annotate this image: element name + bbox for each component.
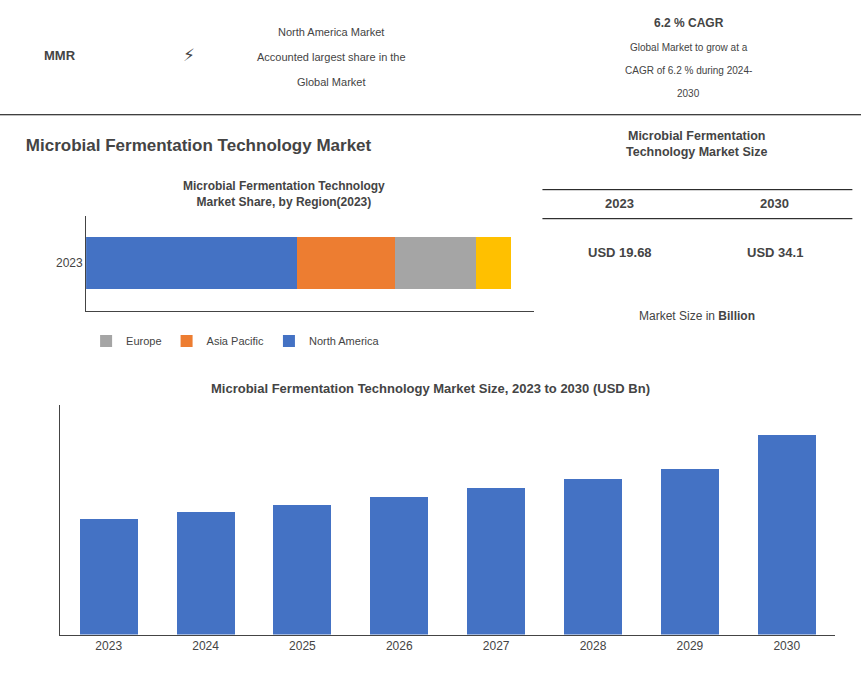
svg-text:2030: 2030 [677, 88, 700, 99]
svg-text:Microbial Fermentation Technol: Microbial Fermentation Technology Market [26, 136, 372, 155]
svg-text:Global Market: Global Market [297, 76, 365, 88]
svg-text:2026: 2026 [386, 639, 413, 653]
svg-text:2023: 2023 [605, 196, 634, 211]
svg-text:2030: 2030 [760, 196, 789, 211]
svg-text:2030: 2030 [773, 639, 800, 653]
svg-text:Global Market to grow at a: Global Market to grow at a [630, 42, 748, 53]
svg-text:⚡: ⚡ [183, 46, 195, 65]
svg-text:2024: 2024 [192, 639, 219, 653]
svg-text:Accounted largest share in the: Accounted largest share in the [257, 51, 406, 63]
svg-text:USD 19.68: USD 19.68 [588, 245, 652, 260]
svg-text:Europe: Europe [126, 335, 161, 347]
svg-text:2028: 2028 [580, 639, 607, 653]
svg-text:Microbial Fermentation Technol: Microbial Fermentation Technology Market… [211, 381, 650, 396]
svg-text:Microbial FermentationTechnolo: Microbial FermentationTechnology Market … [626, 129, 768, 159]
svg-text:USD 34.1: USD 34.1 [747, 245, 803, 260]
svg-text:6.2 % CAGR: 6.2 % CAGR [654, 16, 724, 30]
svg-text:North America: North America [309, 335, 380, 347]
svg-text:MMR: MMR [44, 48, 76, 63]
svg-text:North America Market: North America Market [278, 26, 384, 38]
svg-text:Market Size in Billion: Market Size in Billion [639, 309, 755, 323]
svg-text:2029: 2029 [677, 639, 704, 653]
svg-text:2025: 2025 [289, 639, 316, 653]
svg-text:2023: 2023 [56, 256, 83, 270]
svg-text:2027: 2027 [483, 639, 510, 653]
svg-text:Microbial Fermentation Technol: Microbial Fermentation TechnologyMarket … [183, 179, 385, 209]
svg-text:Asia Pacific: Asia Pacific [207, 335, 264, 347]
svg-text:2023: 2023 [95, 639, 122, 653]
svg-text:CAGR of 6.2 % during 2024-: CAGR of 6.2 % during 2024- [625, 65, 752, 76]
